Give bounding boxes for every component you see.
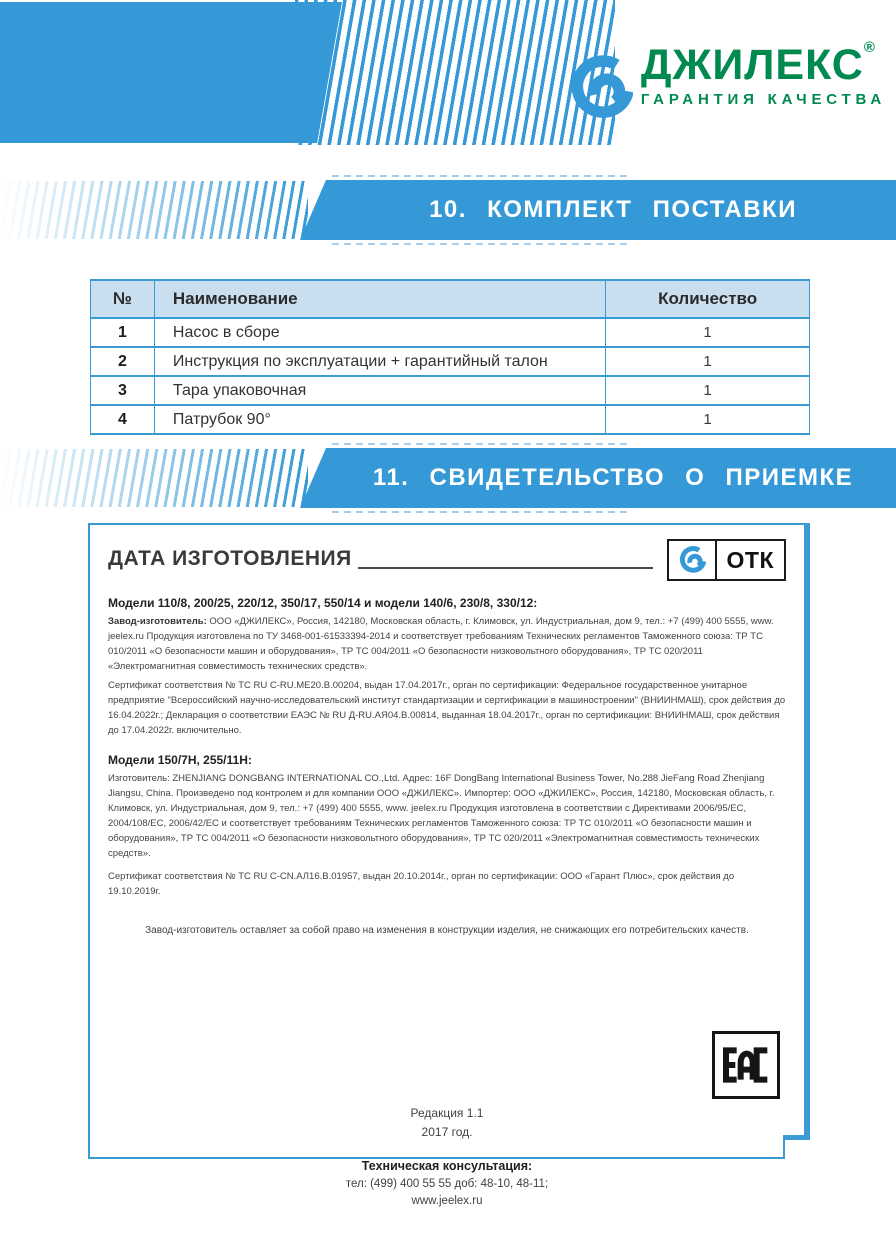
row-num: 1 — [90, 317, 155, 348]
brand-logo: ДЖИЛЕКС® ГАРАНТИЯ КАЧЕСТВА — [567, 38, 886, 130]
section-title-supply: 10. КОМПЛЕКТ ПОСТАВКИ — [429, 196, 797, 223]
table-row: 1 Насос в сборе 1 — [90, 317, 810, 348]
row-name: Тара упаковочная — [153, 375, 607, 406]
banner-dashed-line — [332, 175, 632, 177]
brand-name: ДЖИЛЕКС® — [640, 38, 876, 89]
row-name: Насос в сборе — [153, 317, 607, 348]
otk-stamp: ОТК — [666, 539, 786, 581]
banner-dashed-line — [332, 511, 632, 513]
design-change-note: Завод-изготовитель оставляет за собой пр… — [145, 925, 749, 936]
certificate2-paragraph: Сертификат соответствия № ТС RU С-CN.АЛ1… — [108, 871, 735, 897]
models-group1-heading: Модели 110/8, 200/25, 220/12, 350/17, 55… — [108, 596, 538, 610]
otk-stamp-icon-cell — [669, 541, 715, 579]
row-qty: 1 — [605, 317, 810, 348]
table-row: 3 Тара упаковочная 1 — [90, 375, 810, 406]
row-qty: 1 — [605, 346, 810, 377]
table-row: 4 Патрубок 90° 1 — [90, 404, 810, 435]
eac-mark-icon — [723, 1047, 768, 1083]
box-corner-notch — [783, 1135, 810, 1159]
banner-diagonal-stripes — [0, 449, 308, 507]
row-name: Патрубок 90° — [153, 404, 607, 435]
manufacture-date-label: ДАТА ИЗГОТОВЛЕНИЯ — [108, 547, 352, 570]
header-diagonal-stripes — [295, 0, 615, 145]
eac-mark — [712, 1031, 780, 1099]
support-website: www.jeelex.ru — [411, 1195, 483, 1208]
otk-stamp-divider — [714, 541, 717, 579]
header-blue-band — [0, 2, 343, 143]
banner-bar: 11. СВИДЕТЕЛЬСТВО О ПРИЕМКЕ — [300, 448, 896, 508]
jeelex-stamp-icon — [679, 546, 706, 573]
manufacture-date-row: ДАТА ИЗГОТОВЛЕНИЯ ОТК — [108, 539, 786, 581]
row-qty: 1 — [605, 375, 810, 406]
edition-label: Редакция 1.1 — [410, 1106, 484, 1120]
brand-logo-text-block: ДЖИЛЕКС® ГАРАНТИЯ КАЧЕСТВА — [640, 38, 886, 108]
manufacturer1-paragraph: Завод-изготовитель: ООО «ДЖИЛЕКС», Росси… — [108, 614, 786, 674]
table-header-row: № Наименование Количество — [90, 279, 810, 319]
banner-diagonal-stripes — [0, 181, 308, 239]
header-cell-num: № — [90, 279, 155, 319]
section-banner-acceptance: 11. СВИДЕТЕЛЬСТВО О ПРИЕМКЕ — [0, 443, 896, 513]
support-heading: Техническая консультация: — [361, 1159, 533, 1174]
banner-dashed-line — [332, 243, 632, 245]
certificate1-paragraph: Сертификат соответствия № ТС RU С-RU.МЕ2… — [108, 680, 786, 736]
edition-year: 2017 год. — [421, 1124, 473, 1139]
header-cell-name: Наименование — [153, 279, 607, 319]
page-header: ДЖИЛЕКС® ГАРАНТИЯ КАЧЕСТВА — [0, 0, 896, 145]
row-qty: 1 — [605, 404, 810, 435]
models-group2-heading: Модели 150/7Н, 255/11Н: — [108, 753, 252, 767]
manufacturer2-paragraph: Изготовитель: ZHENJIANG DONGBANG INTERNA… — [108, 773, 775, 859]
row-num: 3 — [90, 375, 155, 406]
banner-dashed-line — [332, 443, 632, 445]
row-name: Инструкция по эксплуатации + гарантийный… — [153, 346, 607, 377]
header-cell-qty: Количество — [605, 279, 810, 319]
section-title-acceptance: 11. СВИДЕТЕЛЬСТВО О ПРИЕМКЕ — [372, 464, 854, 491]
manufacturer1-label: Завод-изготовитель: — [108, 616, 207, 627]
manufacturer1-text: ООО «ДЖИЛЕКС», Россия, 142180, Московска… — [108, 616, 774, 672]
support-phone: тел: (499) 400 55 55 доб: 48-10, 48-11; — [345, 1177, 549, 1190]
table-row: 2 Инструкция по эксплуатации + гарантийн… — [90, 346, 810, 377]
section-banner-supply: 10. КОМПЛЕКТ ПОСТАВКИ — [0, 175, 896, 245]
row-num: 4 — [90, 404, 155, 435]
supply-table: № Наименование Количество 1 Насос в сбор… — [90, 279, 810, 435]
brand-tagline: ГАРАНТИЯ КАЧЕСТВА — [640, 91, 886, 108]
support-block: Техническая консультация: тел: (499) 400… — [108, 1157, 786, 1210]
otk-stamp-label: ОТК — [726, 546, 774, 573]
registered-mark: ® — [863, 38, 876, 56]
edition-block: Редакция 1.1 2017 год. — [108, 1104, 786, 1141]
acceptance-certificate-box: ДАТА ИЗГОТОВЛЕНИЯ ОТК Модели 110/8, 200/… — [88, 523, 810, 1207]
row-num: 2 — [90, 346, 155, 377]
brand-logo-icon — [571, 55, 633, 118]
banner-bar: 10. КОМПЛЕКТ ПОСТАВКИ — [300, 180, 896, 240]
manufacture-date-blank-line — [357, 539, 653, 569]
